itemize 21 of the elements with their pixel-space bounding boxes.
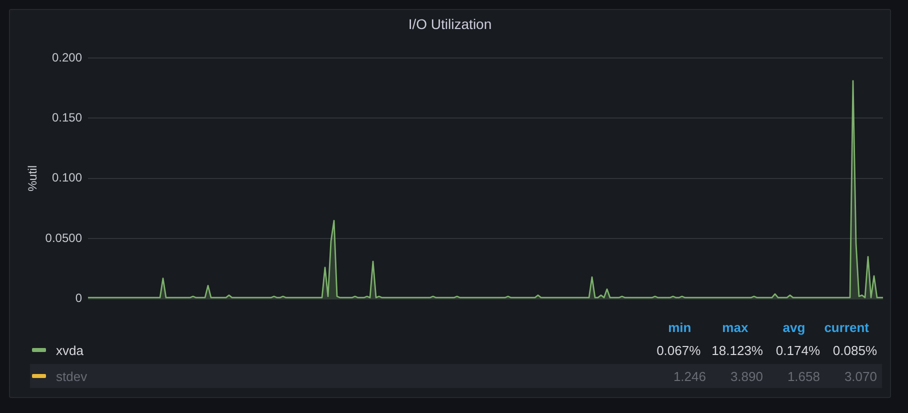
y-tick-label: 0.200 bbox=[52, 50, 82, 64]
y-tick-label: 0.100 bbox=[52, 170, 82, 185]
text: 1.658 bbox=[786, 368, 821, 384]
text: 3.070 bbox=[843, 368, 878, 384]
y-tick-label: 0 bbox=[75, 291, 82, 306]
text: min bbox=[667, 320, 692, 334]
text: 3.890 bbox=[729, 368, 764, 384]
text: 18.123% bbox=[710, 342, 764, 358]
text: current bbox=[823, 320, 870, 334]
text: 0.085% bbox=[832, 342, 878, 358]
y-tick-label: 0.150 bbox=[52, 110, 82, 125]
text: avg bbox=[782, 320, 806, 334]
y-axis-title: %util bbox=[26, 165, 40, 192]
y-tick-label: 0.0500 bbox=[45, 230, 82, 245]
text: 0.174% bbox=[774, 342, 821, 358]
text: 1.246 bbox=[672, 368, 707, 384]
text: max bbox=[721, 320, 750, 334]
legend-label: xvda bbox=[56, 342, 84, 358]
text: 0.067% bbox=[656, 342, 702, 358]
chart-title: I/O Utilization bbox=[407, 15, 493, 33]
legend-label: stdev bbox=[56, 368, 88, 384]
